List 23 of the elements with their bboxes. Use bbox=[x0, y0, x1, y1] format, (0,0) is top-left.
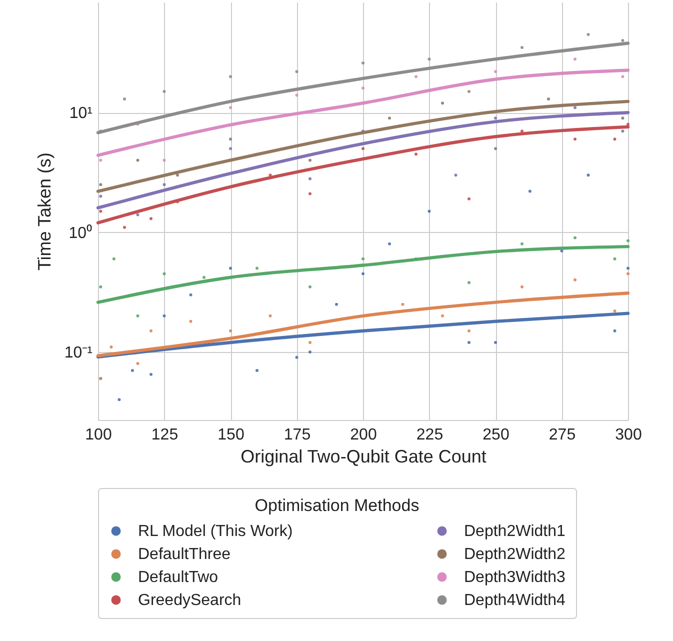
x-tick-label: 250 bbox=[482, 426, 510, 444]
legend-label: DefaultTwo bbox=[138, 569, 218, 586]
legend-label: DefaultThree bbox=[138, 546, 231, 563]
legend-label: GreedySearch bbox=[138, 592, 242, 609]
x-tick-label: 300 bbox=[615, 426, 642, 444]
legend-title: Optimisation Methods bbox=[254, 496, 420, 515]
x-tick-label: 175 bbox=[284, 426, 311, 444]
legend-label: Depth2Width2 bbox=[464, 546, 566, 563]
x-tick-label: 100 bbox=[85, 426, 112, 444]
legend-label: Depth2Width1 bbox=[464, 523, 566, 540]
legend-label: Depth4Width4 bbox=[464, 592, 566, 609]
x-tick-label: 125 bbox=[151, 426, 178, 444]
y-tick-label: 10⁻¹ bbox=[64, 344, 92, 362]
y-axis-title: Time Taken (s) bbox=[34, 152, 54, 271]
legend-label: Depth3Width3 bbox=[464, 569, 566, 586]
y-tick-label: 10⁰ bbox=[68, 224, 92, 242]
legend-label: RL Model (This Work) bbox=[138, 523, 293, 540]
x-tick-label: 275 bbox=[548, 426, 576, 444]
x-axis-title: Original Two-Qubit Gate Count bbox=[240, 446, 486, 466]
x-tick-label: 150 bbox=[218, 426, 244, 444]
y-tick-label: 10¹ bbox=[69, 105, 92, 122]
x-tick-label: 200 bbox=[350, 426, 377, 444]
x-tick-label: 225 bbox=[416, 426, 444, 444]
